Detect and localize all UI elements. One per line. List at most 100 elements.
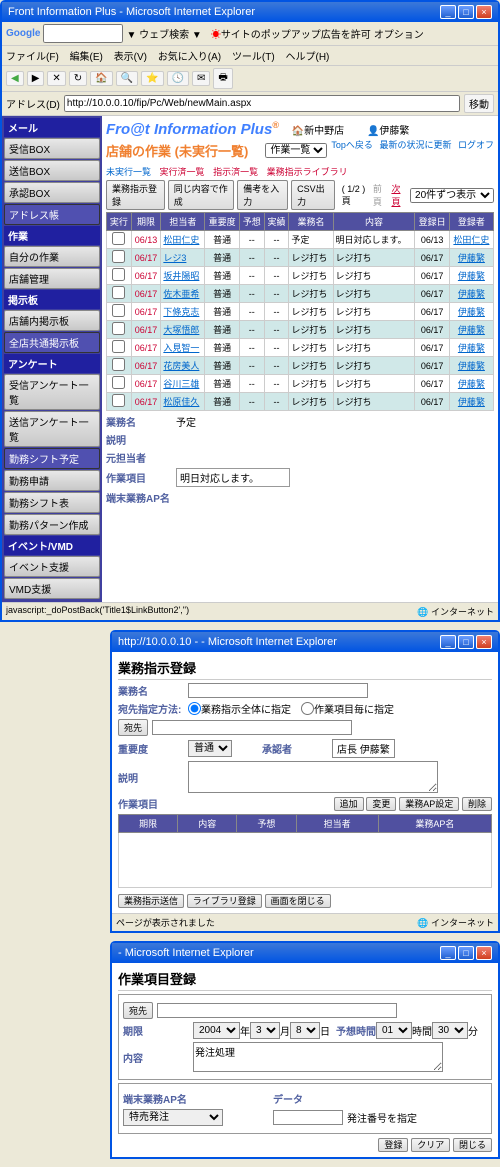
user-link[interactable]: 坂井陽昭 [163,271,199,281]
dlg2-max-icon[interactable]: □ [458,635,474,649]
dlg3-btn-close[interactable]: 閉じる [453,1138,492,1152]
table-row[interactable]: 06/17下條克志普通----レジ打ちレジ打ち06/17伊藤繁 [107,303,494,321]
sidebar-item-shiftplan[interactable]: 勤務シフト予定 [4,448,100,469]
user-link[interactable]: 谷川三雄 [163,379,199,389]
table-row[interactable]: 06/17谷川三雄普通----レジ打ちレジ打ち06/17伊藤繁 [107,375,494,393]
sidebar-item-sent[interactable]: 送信BOX [4,160,100,181]
minimize-icon[interactable]: _ [440,5,456,19]
search-icon[interactable]: 🔍 [116,71,138,86]
dlg3-to-input[interactable] [157,1003,397,1018]
row-checkbox[interactable] [112,358,125,371]
link-logoff[interactable]: ログオフ [458,140,494,150]
author-link[interactable]: 伊藤繁 [458,289,485,299]
row-checkbox[interactable] [112,340,125,353]
dlg3-max-icon[interactable]: □ [458,946,474,960]
menu-edit[interactable]: 編集(E) [70,52,103,63]
dlg2-btn-edit[interactable]: 変更 [366,797,396,811]
btn-register[interactable]: 業務指示登録 [106,180,165,210]
sidebar-item-surveyout[interactable]: 送信アンケート一覧 [4,411,100,447]
dlg2-priority-select[interactable]: 普通 [188,740,232,757]
filter-select[interactable]: 作業一覧 [265,143,327,158]
sidebar-item-surveyin[interactable]: 受信アンケート一覧 [4,374,100,410]
menu-file[interactable]: ファイル(F) [6,52,59,63]
btn-dup[interactable]: 同じ内容で作成 [168,180,235,210]
mail-icon[interactable]: ✉ [192,71,210,86]
author-link[interactable]: 伊藤繁 [458,271,485,281]
close-icon[interactable]: × [476,5,492,19]
sidebar-item-mywork[interactable]: 自分の作業 [4,246,100,267]
dlg3-content-input[interactable]: 発注処理 [193,1042,443,1072]
address-input[interactable] [64,95,460,112]
sidebar-item-address[interactable]: アドレス帳 [4,204,100,225]
table-row[interactable]: 06/17入見智一普通----レジ打ちレジ打ち06/17伊藤繁 [107,339,494,357]
fav-icon[interactable]: ⭐ [141,71,163,86]
dlg3-ap-select[interactable]: 特売発注 [123,1109,223,1126]
sidebar-item-shiftpattern[interactable]: 勤務パターン作成 [4,514,100,535]
table-row[interactable]: 06/13松田仁史普通----予定明日対応します。06/13松田仁史 [107,231,494,249]
prev-page[interactable]: 前頁 [373,182,389,208]
google-search-input[interactable] [43,24,123,43]
user-link[interactable]: 大塚悟郎 [163,325,199,335]
table-row[interactable]: 06/17佐木亜希普通----レジ打ちレジ打ち06/17伊藤繁 [107,285,494,303]
author-link[interactable]: 伊藤繁 [458,379,485,389]
dlg3-hour[interactable]: 01 [376,1022,412,1039]
option-button[interactable]: オプション [374,26,424,41]
next-page[interactable]: 次頁 [391,182,407,208]
dlg2-btn-del[interactable]: 削除 [462,797,492,811]
author-link[interactable]: 伊藤繁 [458,397,485,407]
sidebar-item-store[interactable]: 店舗管理 [4,268,100,289]
pagesize-select[interactable]: 20件ずつ表示 [410,188,494,203]
author-link[interactable]: 伊藤繁 [458,343,485,353]
dlg2-radio-all[interactable] [188,702,201,715]
dlg3-btn-clear[interactable]: クリア [411,1138,450,1152]
dlg3-year[interactable]: 2004 [193,1022,240,1039]
menu-tools[interactable]: ツール(T) [232,52,275,63]
author-link[interactable]: 伊藤繁 [458,307,485,317]
user-link[interactable]: 下條克志 [163,307,199,317]
dlg2-btn-add[interactable]: 追加 [334,797,364,811]
sidebar-item-shifttable[interactable]: 勤務シフト表 [4,492,100,513]
tab-library[interactable]: 業務指示ライブラリ [267,167,348,177]
dlg2-desc-input[interactable] [188,761,438,793]
dlg3-close-icon[interactable]: × [476,946,492,960]
user-link[interactable]: 松原佳久 [163,397,199,407]
row-checkbox[interactable] [112,268,125,281]
sidebar-item-storeboard[interactable]: 店舗内掲示板 [4,310,100,331]
row-checkbox[interactable] [112,250,125,263]
dlg3-min-icon[interactable]: _ [440,946,456,960]
stop-icon[interactable]: ✕ [47,71,65,86]
link-top[interactable]: Topへ戻る [331,140,373,150]
author-link[interactable]: 伊藤繁 [458,325,485,335]
author-link[interactable]: 伊藤繁 [458,361,485,371]
dlg3-btn-reg[interactable]: 登録 [378,1138,408,1152]
menu-help[interactable]: ヘルプ(H) [286,52,330,63]
table-row[interactable]: 06/17松原佳久普通----レジ打ちレジ打ち06/17伊藤繁 [107,393,494,411]
dlg2-close-icon[interactable]: × [476,635,492,649]
dlg2-btn-send[interactable]: 業務指示送信 [118,894,184,908]
table-row[interactable]: 06/17花房美人普通----レジ打ちレジ打ち06/17伊藤繁 [107,357,494,375]
author-link[interactable]: 松田仁史 [453,235,489,245]
dlg3-month[interactable]: 3 [250,1022,280,1039]
tab-done[interactable]: 実行済一覧 [160,167,205,177]
sidebar-item-vmd[interactable]: VMD支援 [4,578,100,599]
go-button[interactable]: 移動 [464,94,494,113]
dlg3-day[interactable]: 8 [290,1022,320,1039]
refresh-icon[interactable]: ↻ [69,71,87,86]
row-checkbox[interactable] [112,232,125,245]
sidebar-item-event[interactable]: イベント支援 [4,556,100,577]
sidebar-item-approval[interactable]: 承認BOX [4,182,100,203]
link-refresh[interactable]: 最新の状況に更新 [379,140,451,150]
dlg2-to-input[interactable] [152,720,352,735]
user-link[interactable]: 花房美人 [163,361,199,371]
menu-view[interactable]: 表示(V) [114,52,147,63]
sidebar-item-shiftreq[interactable]: 勤務申請 [4,470,100,491]
user-link[interactable]: 松田仁史 [163,235,199,245]
dlg3-data-input[interactable] [273,1110,343,1125]
row-checkbox[interactable] [112,286,125,299]
print-icon[interactable]: 🖶 [213,68,232,89]
dlg3-btn-to[interactable]: 宛先 [123,1002,153,1019]
dlg3-min[interactable]: 30 [432,1022,468,1039]
author-link[interactable]: 伊藤繁 [458,253,485,263]
dlg2-name-input[interactable] [188,683,368,698]
popup-text[interactable]: サイトのポップアップ広告を許可 [221,30,371,41]
